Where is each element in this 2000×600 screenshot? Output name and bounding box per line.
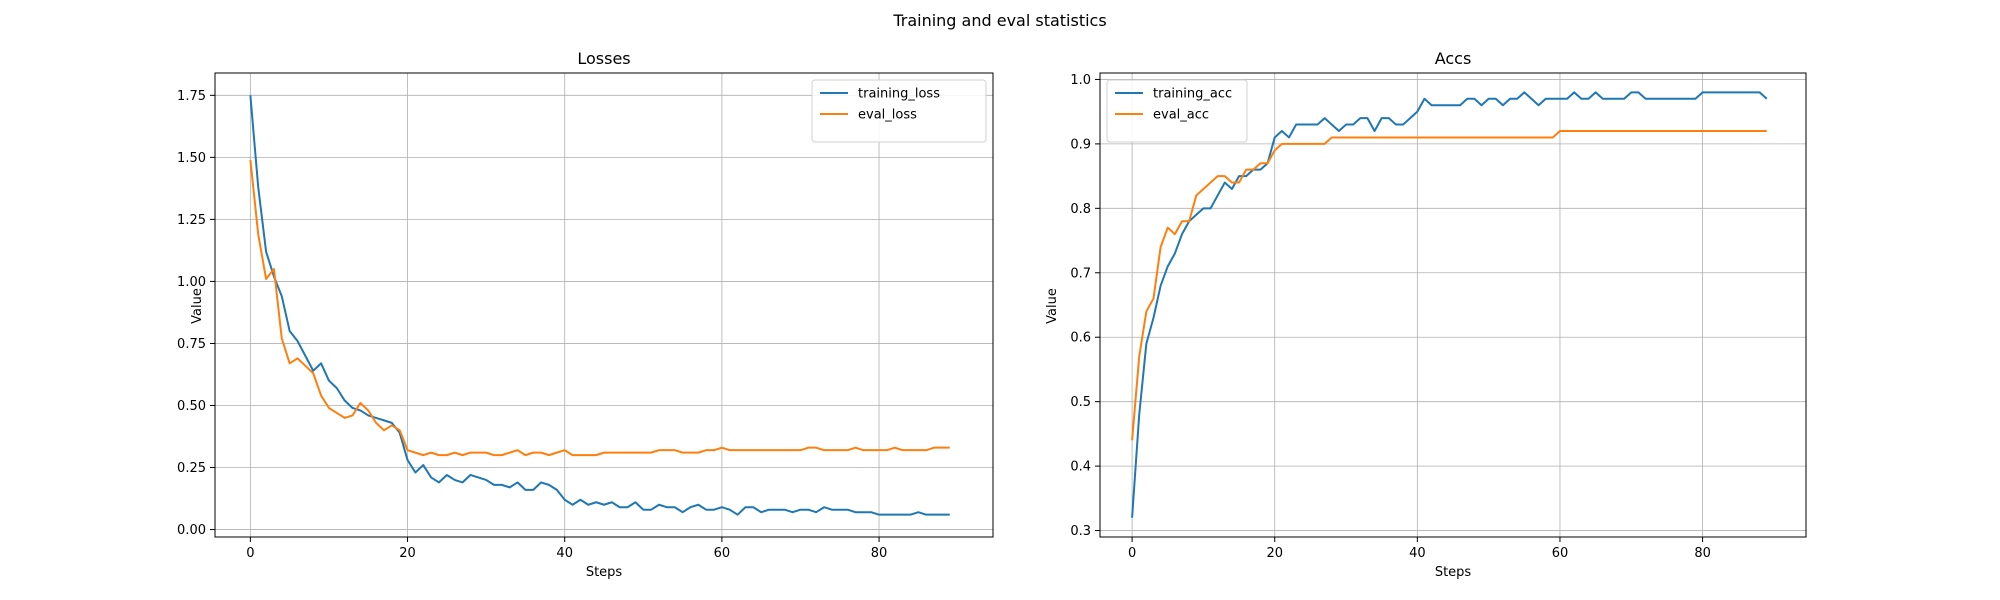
- x-tick-label: 20: [399, 546, 416, 561]
- x-tick-label: 20: [1266, 546, 1283, 561]
- x-tick-label: 40: [1409, 546, 1426, 561]
- y-tick-label: 1.0: [1070, 73, 1091, 88]
- y-tick-label: 0.4: [1070, 460, 1091, 475]
- y-tick-label: 0.6: [1070, 331, 1091, 346]
- losses-chart: Losses Steps Value 0 20 40 60 80 0.00 0.25 0.50…: [177, 49, 994, 580]
- legend-label-eval_acc: eval_acc: [1153, 108, 1209, 123]
- legend-box: [1106, 79, 1248, 143]
- y-tick-label: 1.00: [177, 275, 206, 290]
- series-line-eval_loss: [249, 159, 950, 457]
- chart-title: Losses: [577, 49, 630, 68]
- series-line-training_acc: [1131, 91, 1768, 518]
- y-axis-label: Value: [190, 288, 205, 324]
- series-line-training_loss: [249, 95, 950, 516]
- x-tick-label: 0: [1128, 546, 1136, 561]
- chart-title: Accs: [1435, 49, 1472, 68]
- x-axis-label: Steps: [586, 565, 623, 580]
- y-tick-label: 1.75: [177, 89, 206, 104]
- legend-label-eval_loss: eval_loss: [858, 108, 917, 123]
- y-tick-label: 0.3: [1070, 524, 1091, 539]
- x-tick-label: 40: [556, 546, 573, 561]
- x-axis-label: Steps: [1435, 565, 1472, 580]
- x-tick-label: 60: [714, 546, 731, 561]
- y-tick-label: 0.5: [1070, 395, 1091, 410]
- legend-label-training_acc: training_acc: [1153, 87, 1232, 102]
- legend-label-training_loss: training_loss: [858, 87, 940, 102]
- y-tick-label: 0.7: [1070, 266, 1091, 281]
- y-tick-label: 0.8: [1070, 202, 1091, 217]
- y-tick-label: 0.25: [177, 461, 206, 476]
- x-tick-label: 0: [246, 546, 254, 561]
- y-tick-label: 1.25: [177, 213, 206, 228]
- y-tick-label: 0.00: [177, 523, 206, 538]
- series-line-eval_acc: [1131, 130, 1767, 441]
- accs-chart: Accs Steps Value 0 20 40 60 80 0.3 0.4 0.5 0.6 0.…: [1045, 49, 1807, 580]
- figure-title: Training and eval statistics: [892, 11, 1106, 30]
- axes-frame: [214, 72, 994, 538]
- x-tick-label: 80: [871, 546, 888, 561]
- axes-frame: [1099, 72, 1807, 538]
- x-tick-label: 80: [1694, 546, 1711, 561]
- y-tick-label: 0.9: [1070, 137, 1091, 152]
- y-axis-label: Value: [1045, 288, 1060, 324]
- x-tick-label: 60: [1552, 546, 1569, 561]
- y-tick-label: 1.50: [177, 151, 206, 166]
- y-tick-label: 0.50: [177, 399, 206, 414]
- legend-box: [811, 79, 987, 143]
- y-tick-label: 0.75: [177, 337, 206, 352]
